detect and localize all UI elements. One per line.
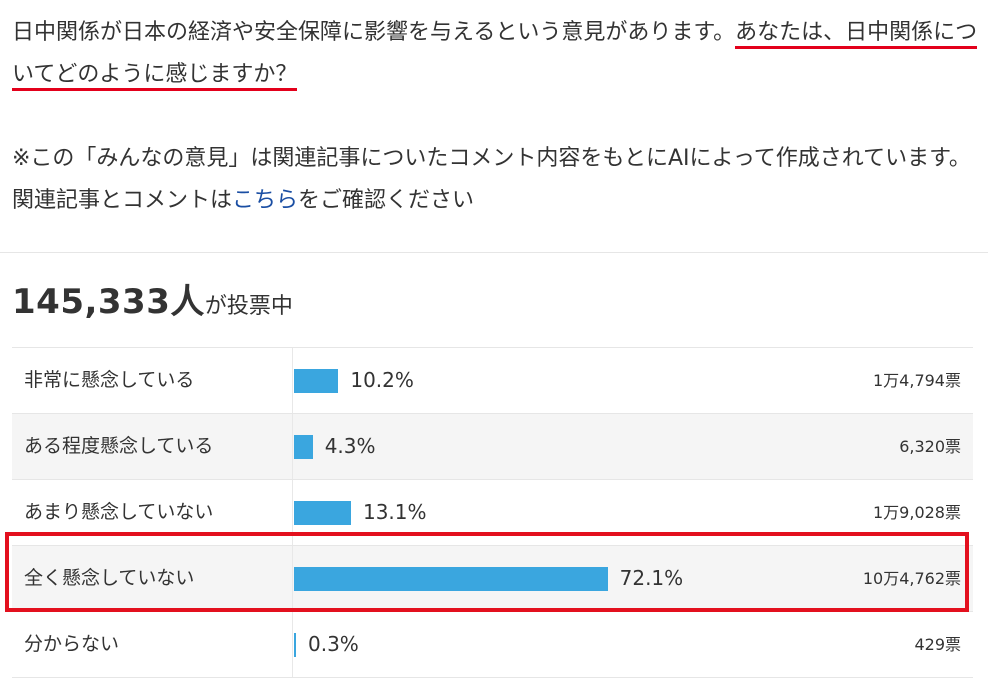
result-percent: 72.1% — [619, 566, 684, 590]
poll-results: 非常に懸念している 10.2% 1万4,794票 ある程度懸念している 4.3%… — [12, 347, 973, 678]
option-label: 分からない — [24, 633, 120, 655]
result-bar — [294, 501, 351, 525]
result-bar — [294, 435, 313, 459]
question-text: 日中関係が日本の経済や安全保障に影響を与えるという意見があります。 — [12, 20, 736, 45]
result-percent: 4.3% — [324, 434, 376, 458]
option-label: 全く懸念していない — [24, 567, 195, 589]
vote-count-suffix: が投票中 — [204, 294, 293, 319]
result-row: ある程度懸念している 4.3% 6,320票 — [12, 413, 973, 479]
option-label: ある程度懸念している — [24, 435, 214, 457]
result-row: あまり懸念していない 13.1% 1万9,028票 — [12, 479, 973, 545]
vote-total: 145,333人が投票中 — [12, 280, 293, 329]
result-percent: 0.3% — [308, 632, 359, 656]
note-text: ※この「みんなの意見」は関連記事についたコメント内容をもとにAIによって作成され… — [12, 146, 971, 213]
column-divider — [292, 480, 293, 545]
result-votes: 6,320票 — [899, 437, 961, 456]
result-row: 全く懸念していない 72.1% 10万4,762票 — [12, 545, 973, 611]
column-divider — [292, 414, 293, 479]
result-bar — [294, 567, 608, 591]
result-percent: 10.2% — [350, 368, 414, 392]
section-divider — [0, 252, 988, 253]
result-votes: 429票 — [914, 635, 961, 654]
note-text-end: をご確認ください — [298, 188, 475, 213]
option-label: あまり懸念していない — [24, 501, 214, 523]
result-votes: 1万9,028票 — [873, 503, 961, 522]
poll-intro: 日中関係が日本の経済や安全保障に影響を与えるという意見があります。あなたは、日中… — [12, 12, 982, 222]
result-row: 非常に懸念している 10.2% 1万4,794票 — [12, 347, 973, 413]
vote-count: 145,333人 — [12, 282, 205, 322]
column-divider — [292, 348, 293, 413]
column-divider — [292, 612, 293, 677]
result-votes: 10万4,762票 — [862, 569, 961, 588]
option-label: 非常に懸念している — [24, 369, 195, 391]
question-highlight: あなたは、日中関係についてどのように感じますか？ — [12, 20, 978, 91]
column-divider — [292, 546, 293, 611]
ai-note: ※この「みんなの意見」は関連記事についたコメント内容をもとにAIによって作成され… — [12, 138, 982, 222]
result-row: 分からない 0.3% 429票 — [12, 611, 973, 678]
poll-question: 日中関係が日本の経済や安全保障に影響を与えるという意見があります。あなたは、日中… — [12, 12, 982, 96]
result-bar — [294, 369, 339, 393]
result-bar — [294, 633, 296, 657]
related-article-link[interactable]: こちら — [232, 188, 299, 213]
result-votes: 1万4,794票 — [873, 371, 961, 390]
result-percent: 13.1% — [362, 500, 427, 524]
